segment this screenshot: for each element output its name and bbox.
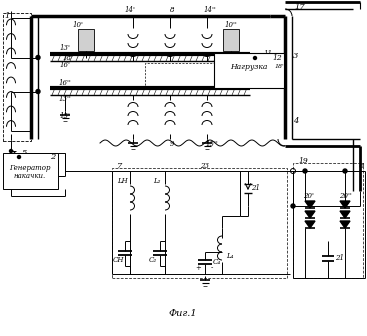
Text: 19: 19 <box>298 157 308 165</box>
Bar <box>3 153 58 189</box>
Text: L₂: L₂ <box>153 177 161 185</box>
Circle shape <box>343 169 347 173</box>
Circle shape <box>18 156 21 159</box>
Polygon shape <box>305 211 315 218</box>
Text: накачки.: накачки. <box>14 172 46 180</box>
Bar <box>3 13 31 141</box>
Bar <box>223 29 239 51</box>
Text: 10'': 10'' <box>225 21 237 29</box>
Text: 15': 15' <box>59 112 70 120</box>
Text: 6: 6 <box>358 162 364 170</box>
Text: 20': 20' <box>302 192 313 200</box>
Text: 3: 3 <box>293 52 299 60</box>
Bar <box>145 63 215 87</box>
Circle shape <box>291 204 295 208</box>
Text: +: + <box>195 264 201 272</box>
Text: 14': 14' <box>124 6 135 14</box>
Polygon shape <box>340 201 350 208</box>
Text: 10': 10' <box>73 21 83 29</box>
Polygon shape <box>305 221 315 228</box>
Text: -: - <box>211 264 213 272</box>
Text: 1: 1 <box>4 12 10 20</box>
Polygon shape <box>340 211 350 218</box>
Text: 8: 8 <box>170 6 174 14</box>
Text: 23: 23 <box>200 162 210 170</box>
Text: 18': 18' <box>62 54 73 62</box>
Polygon shape <box>340 221 350 228</box>
Text: Нагрузка: Нагрузка <box>230 63 268 71</box>
Text: 12: 12 <box>272 54 282 62</box>
Text: 15'': 15'' <box>206 140 218 148</box>
Text: Фиг.1: Фиг.1 <box>169 309 197 319</box>
Text: 21: 21 <box>251 184 261 192</box>
Text: L₄: L₄ <box>226 252 234 260</box>
Text: LН: LН <box>117 177 127 185</box>
Text: 4: 4 <box>293 117 299 125</box>
Text: 13': 13' <box>59 44 70 52</box>
Text: 16'': 16'' <box>59 79 71 87</box>
Bar <box>293 163 363 278</box>
Circle shape <box>36 89 40 93</box>
Bar <box>78 29 94 51</box>
Text: 14'': 14'' <box>204 6 217 14</box>
Text: 20'': 20'' <box>339 192 351 200</box>
Text: 13'': 13'' <box>59 95 71 103</box>
Circle shape <box>10 150 12 153</box>
Text: Генератор: Генератор <box>9 164 51 172</box>
Circle shape <box>303 169 307 173</box>
Text: 2: 2 <box>50 153 56 161</box>
Text: 16': 16' <box>59 61 70 69</box>
Text: 7: 7 <box>117 162 123 170</box>
Circle shape <box>254 56 257 59</box>
Text: 5: 5 <box>21 149 27 157</box>
Text: 18'': 18'' <box>274 64 286 69</box>
Text: C₄: C₄ <box>213 258 221 266</box>
Text: 17: 17 <box>295 3 305 11</box>
Polygon shape <box>305 201 315 208</box>
Text: 21: 21 <box>335 254 345 262</box>
Text: C₂: C₂ <box>149 256 157 264</box>
Text: 11: 11 <box>264 50 273 58</box>
Bar <box>112 168 287 278</box>
Text: СН: СН <box>112 256 124 264</box>
Text: 9: 9 <box>170 140 174 148</box>
Circle shape <box>36 55 40 59</box>
Bar <box>214 53 284 88</box>
